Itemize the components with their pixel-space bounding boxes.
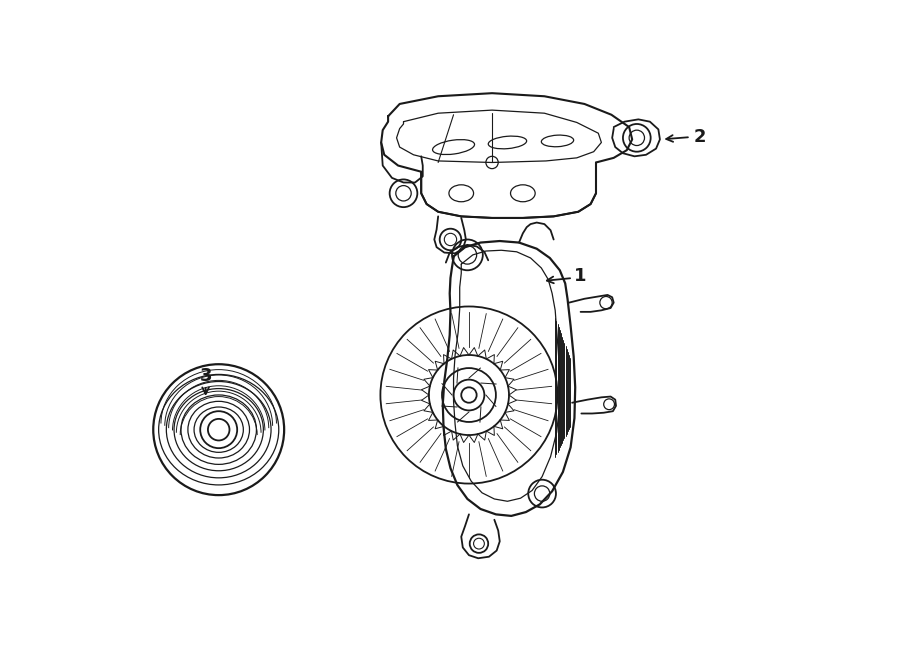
Text: 2: 2	[694, 128, 706, 146]
Text: 3: 3	[200, 367, 212, 385]
Text: 1: 1	[574, 266, 587, 285]
